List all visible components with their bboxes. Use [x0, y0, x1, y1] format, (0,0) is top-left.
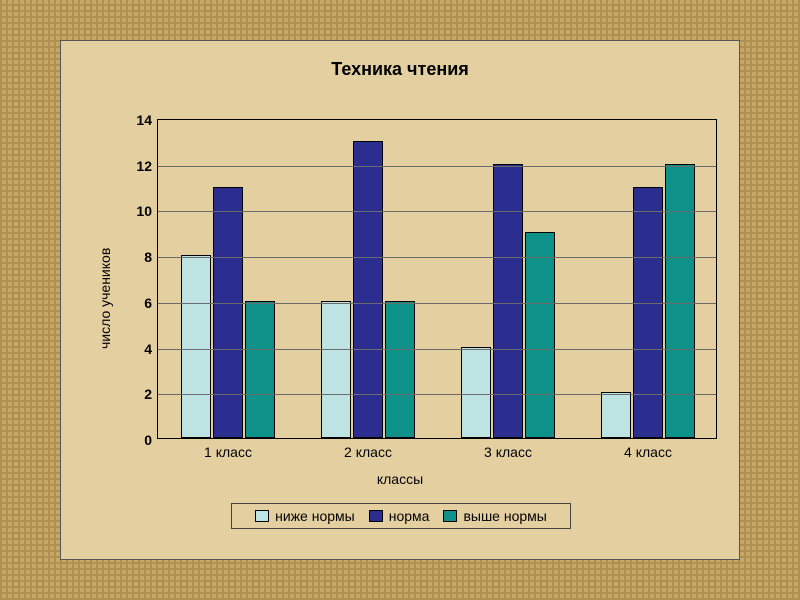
bar [181, 255, 211, 438]
y-tick-label: 10 [136, 203, 158, 219]
bar [493, 164, 523, 438]
legend-item: выше нормы [443, 508, 546, 524]
bar [321, 301, 351, 438]
y-tick-label: 12 [136, 158, 158, 174]
textured-background: Техника чтения 024681012141 класс2 класс… [0, 0, 800, 600]
y-tick-label: 4 [144, 341, 158, 357]
x-tick-label: 3 класс [438, 438, 578, 460]
y-tick-label: 8 [144, 249, 158, 265]
bar [665, 164, 695, 438]
y-tick-label: 6 [144, 295, 158, 311]
legend-swatch [443, 510, 457, 522]
legend-swatch [255, 510, 269, 522]
legend-swatch [369, 510, 383, 522]
gridline [158, 166, 716, 167]
x-tick-label: 1 класс [158, 438, 298, 460]
legend-label: ниже нормы [275, 508, 355, 524]
gridline [158, 303, 716, 304]
bar [245, 301, 275, 438]
y-axis-label: число учеников [97, 248, 113, 349]
plot-area: 024681012141 класс2 класс3 класс4 класс [157, 119, 717, 439]
gridline [158, 211, 716, 212]
bar [601, 392, 631, 438]
legend-item: ниже нормы [255, 508, 355, 524]
bars-layer [158, 120, 716, 438]
chart-title: Техника чтения [61, 59, 739, 80]
gridline [158, 394, 716, 395]
bar [461, 347, 491, 438]
x-tick-label: 4 класс [578, 438, 718, 460]
bar [525, 232, 555, 438]
chart-card: Техника чтения 024681012141 класс2 класс… [60, 40, 740, 560]
x-tick-label: 2 класс [298, 438, 438, 460]
bar [213, 187, 243, 438]
y-tick-label: 2 [144, 386, 158, 402]
gridline [158, 257, 716, 258]
legend-label: выше нормы [463, 508, 546, 524]
legend-label: норма [389, 508, 430, 524]
gridline [158, 349, 716, 350]
legend: ниже нормы норма выше нормы [231, 503, 571, 529]
bar [633, 187, 663, 438]
y-tick-label: 0 [144, 432, 158, 448]
legend-item: норма [369, 508, 430, 524]
x-axis-label: классы [61, 471, 739, 487]
y-tick-label: 14 [136, 112, 158, 128]
bar [385, 301, 415, 438]
